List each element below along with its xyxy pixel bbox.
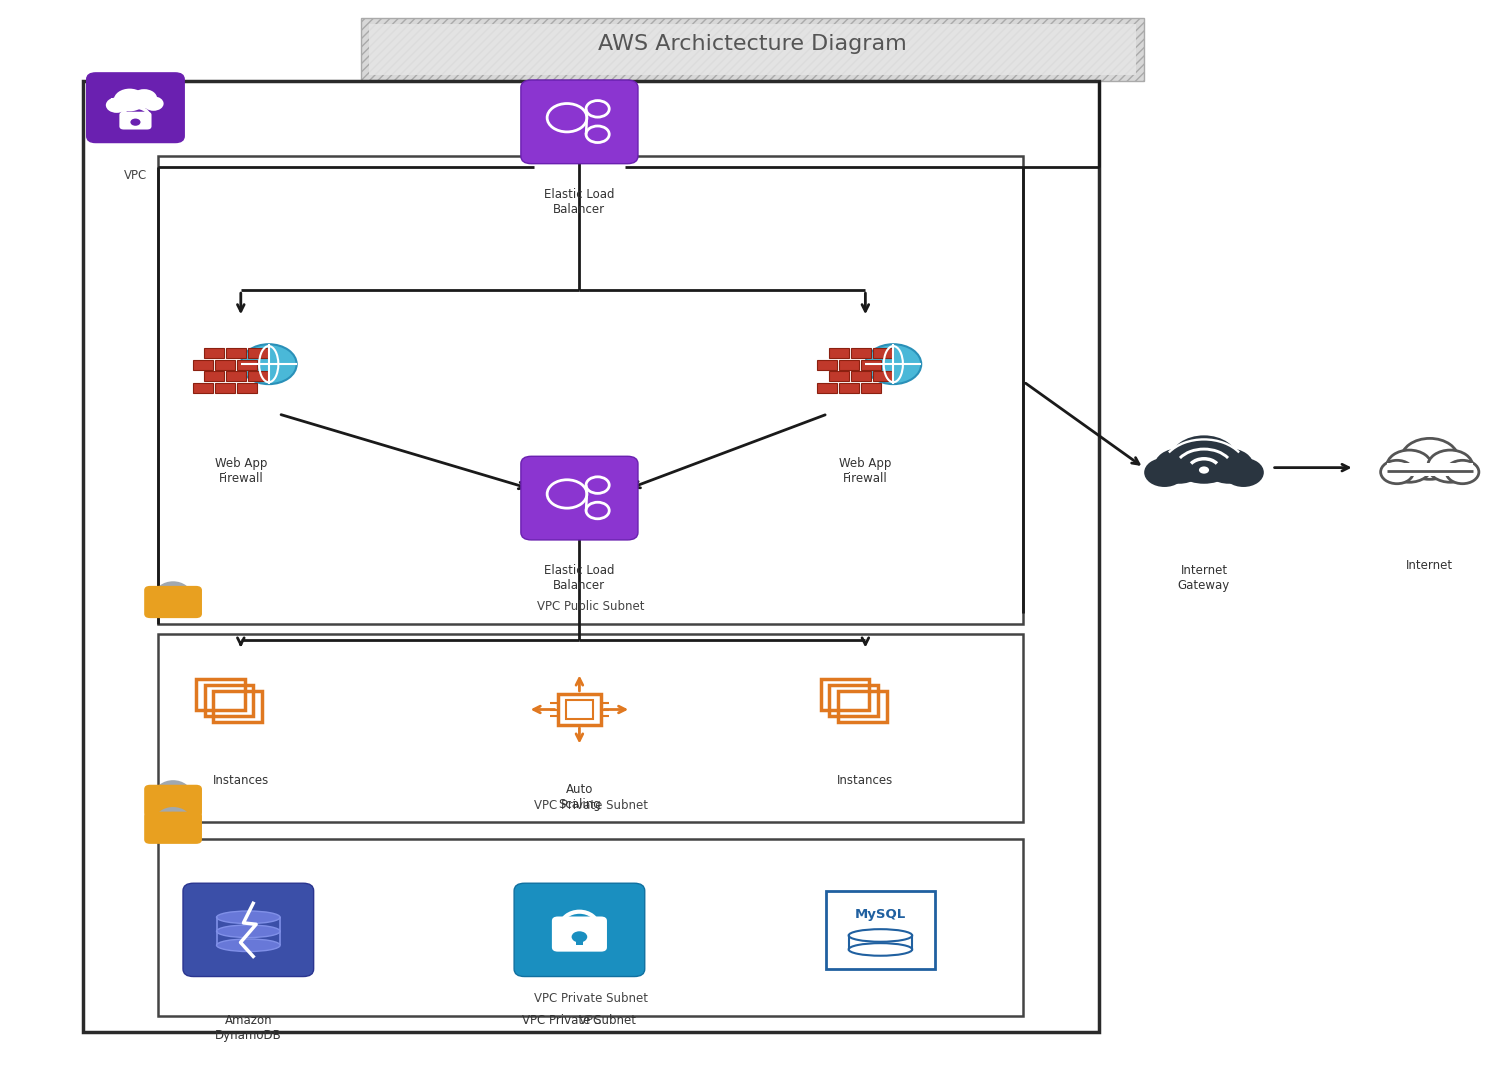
Text: VPC Private Subnet: VPC Private Subnet (534, 992, 647, 1005)
FancyBboxPatch shape (850, 348, 871, 358)
Circle shape (1401, 439, 1458, 479)
FancyBboxPatch shape (184, 884, 313, 976)
Text: Web App
Firewall: Web App Firewall (215, 457, 266, 485)
FancyBboxPatch shape (850, 371, 871, 382)
Circle shape (1446, 460, 1479, 484)
Text: AWS Archictecture Diagram: AWS Archictecture Diagram (597, 34, 908, 54)
FancyBboxPatch shape (236, 383, 257, 392)
FancyBboxPatch shape (575, 936, 584, 945)
Circle shape (1224, 458, 1264, 487)
Text: VPC: VPC (123, 169, 147, 182)
Circle shape (865, 344, 921, 384)
Circle shape (131, 89, 157, 108)
FancyBboxPatch shape (829, 371, 849, 382)
FancyBboxPatch shape (369, 24, 1136, 75)
Text: Instances: Instances (837, 774, 894, 787)
FancyBboxPatch shape (144, 586, 202, 618)
FancyBboxPatch shape (226, 371, 247, 382)
FancyBboxPatch shape (826, 891, 935, 969)
Text: VPC Private Subnet: VPC Private Subnet (522, 1014, 637, 1027)
Circle shape (1380, 460, 1413, 484)
FancyBboxPatch shape (861, 383, 882, 392)
FancyBboxPatch shape (119, 112, 152, 129)
FancyBboxPatch shape (861, 360, 882, 370)
FancyBboxPatch shape (817, 360, 837, 370)
FancyBboxPatch shape (515, 884, 644, 976)
Text: Elastic Load
Balancer: Elastic Load Balancer (545, 188, 614, 216)
Ellipse shape (217, 911, 280, 923)
Circle shape (131, 118, 140, 126)
FancyBboxPatch shape (193, 360, 212, 370)
Circle shape (105, 98, 128, 113)
FancyBboxPatch shape (193, 383, 212, 392)
Text: Amazon
DynamoDB: Amazon DynamoDB (215, 1014, 281, 1042)
FancyBboxPatch shape (361, 18, 1144, 81)
FancyBboxPatch shape (205, 371, 224, 382)
FancyBboxPatch shape (226, 348, 247, 358)
Text: VPC Private Subnet: VPC Private Subnet (534, 799, 647, 812)
Text: Instances: Instances (212, 774, 269, 787)
Ellipse shape (217, 938, 280, 951)
Circle shape (1144, 458, 1184, 487)
FancyBboxPatch shape (144, 812, 202, 844)
Text: VPC: VPC (579, 1014, 602, 1027)
FancyBboxPatch shape (144, 785, 202, 817)
FancyBboxPatch shape (236, 360, 257, 370)
Text: Auto
Scaling: Auto Scaling (558, 783, 600, 811)
Text: MySQL: MySQL (855, 908, 906, 921)
Circle shape (143, 97, 164, 111)
FancyBboxPatch shape (873, 348, 892, 358)
FancyBboxPatch shape (873, 371, 892, 382)
FancyBboxPatch shape (215, 383, 235, 392)
FancyBboxPatch shape (840, 360, 859, 370)
FancyBboxPatch shape (521, 80, 638, 163)
FancyBboxPatch shape (215, 360, 235, 370)
Text: Internet
Gateway: Internet Gateway (1178, 564, 1230, 592)
Circle shape (1154, 448, 1204, 484)
Text: Internet: Internet (1406, 559, 1454, 572)
Circle shape (1386, 450, 1431, 483)
Circle shape (1171, 435, 1237, 484)
Circle shape (1199, 467, 1209, 474)
FancyBboxPatch shape (521, 456, 638, 540)
FancyBboxPatch shape (840, 383, 859, 392)
Circle shape (572, 931, 587, 943)
Ellipse shape (217, 924, 280, 937)
Circle shape (241, 344, 296, 384)
FancyBboxPatch shape (552, 917, 607, 951)
FancyBboxPatch shape (1153, 462, 1255, 479)
Text: Web App
Firewall: Web App Firewall (840, 457, 891, 485)
Circle shape (1428, 450, 1473, 483)
FancyBboxPatch shape (111, 99, 160, 108)
FancyBboxPatch shape (817, 383, 837, 392)
Circle shape (1204, 448, 1254, 484)
Circle shape (114, 88, 146, 112)
FancyBboxPatch shape (248, 348, 268, 358)
FancyBboxPatch shape (87, 73, 184, 143)
FancyBboxPatch shape (205, 348, 224, 358)
Text: VPC Public Subnet: VPC Public Subnet (537, 600, 644, 613)
FancyBboxPatch shape (248, 371, 268, 382)
FancyBboxPatch shape (1386, 463, 1473, 476)
FancyBboxPatch shape (829, 348, 849, 358)
Text: Elastic Load
Balancer: Elastic Load Balancer (545, 564, 614, 592)
